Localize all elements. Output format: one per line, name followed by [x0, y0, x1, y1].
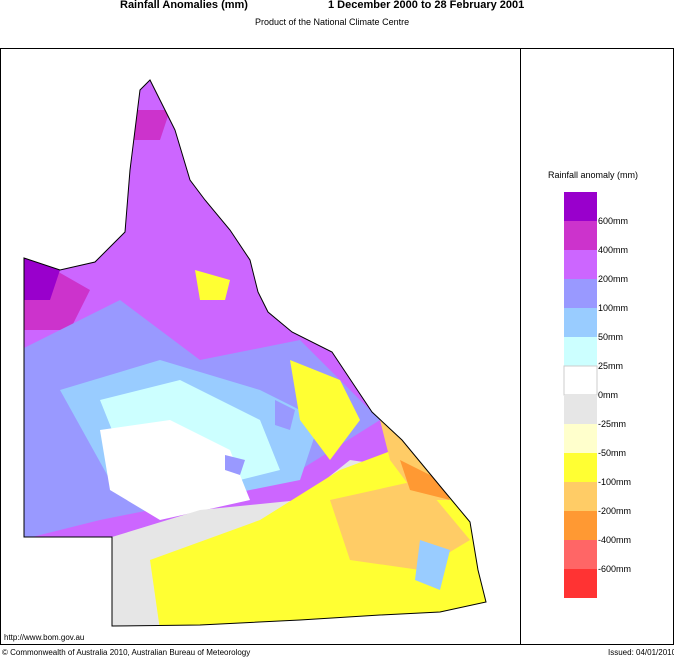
- anomaly-map: [24, 80, 486, 626]
- url: http://www.bom.gov.au: [4, 633, 84, 642]
- legend-label: -50mm: [598, 448, 626, 458]
- legend-swatch: [564, 250, 597, 279]
- map-title: Rainfall Anomalies (mm): [120, 0, 248, 11]
- legend-label: -25mm: [598, 419, 626, 429]
- legend-label: -100mm: [598, 477, 631, 487]
- legend-label: 25mm: [598, 361, 623, 371]
- copyright: © Commonwealth of Australia 2010, Austra…: [2, 648, 250, 657]
- legend-swatch: [564, 511, 597, 540]
- issued: Issued: 04/01/2010: [608, 648, 674, 657]
- state-outline: [23, 79, 487, 627]
- map-subtitle: Product of the National Climate Centre: [255, 17, 409, 27]
- legend-label: 100mm: [598, 303, 628, 313]
- legend-swatch: [563, 365, 598, 396]
- legend-swatch: [564, 482, 597, 511]
- legend-swatch: [564, 569, 597, 598]
- map-period: 1 December 2000 to 28 February 2001: [328, 0, 524, 11]
- legend-label: 200mm: [598, 274, 628, 284]
- legend-swatch: [564, 192, 597, 221]
- legend-swatch: [564, 221, 597, 250]
- legend-label: -400mm: [598, 535, 631, 545]
- legend-label: -600mm: [598, 564, 631, 574]
- legend-label: 0mm: [598, 390, 618, 400]
- legend-swatch: [564, 453, 597, 482]
- legend-label: -200mm: [598, 506, 631, 516]
- legend-swatch: [564, 279, 597, 308]
- legend: 600mm 400mm 200mm 100mm 50mm 25mm 0mm -25mm -50m…: [563, 192, 631, 598]
- legend-title: Rainfall anomaly (mm): [548, 170, 638, 180]
- legend-swatch: [564, 337, 597, 366]
- legend-swatch: [564, 424, 597, 453]
- legend-swatch: [564, 540, 597, 569]
- legend-label: 400mm: [598, 245, 628, 255]
- legend-label: 50mm: [598, 332, 623, 342]
- legend-swatch: [564, 395, 597, 424]
- legend-swatch: [564, 308, 597, 337]
- legend-label: 600mm: [598, 216, 628, 226]
